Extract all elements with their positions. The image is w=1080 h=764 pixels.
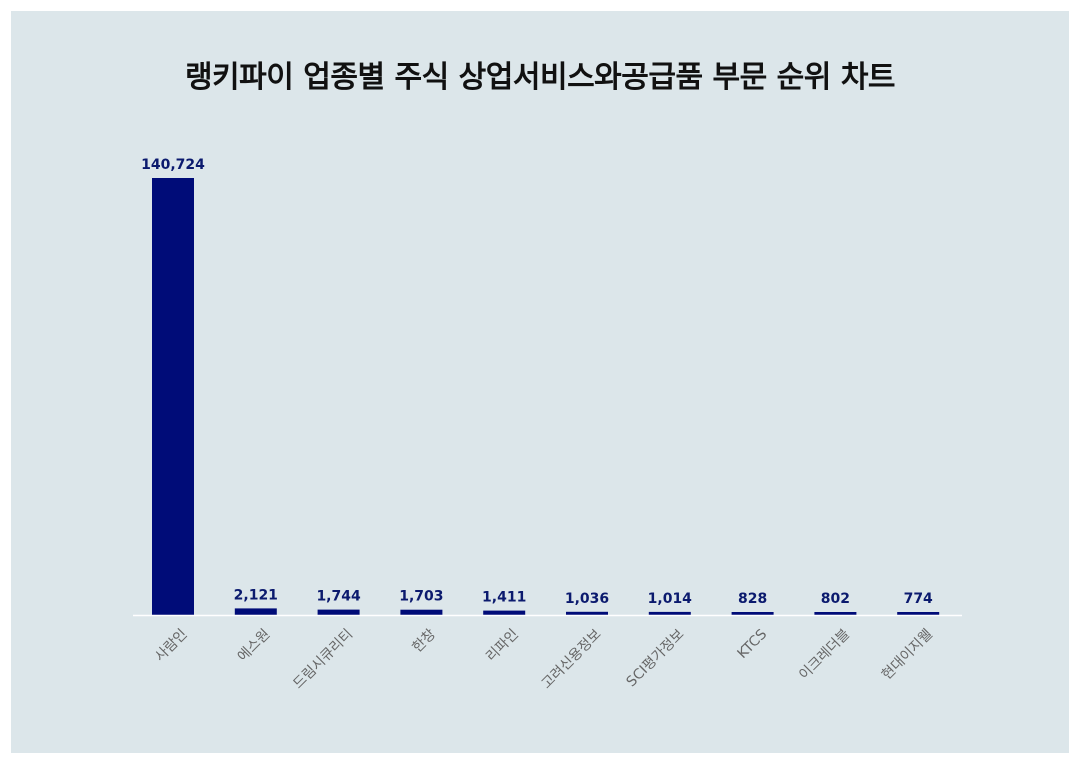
- bars-layer: [152, 178, 940, 615]
- bar-value-label: 2,121: [234, 587, 278, 603]
- x-tick-label: 고려신용정보: [539, 626, 605, 692]
- bar: [648, 611, 691, 615]
- bar-value-label: 802: [821, 591, 850, 607]
- bar: [814, 612, 857, 615]
- x-tick-label: 에스원: [235, 626, 274, 665]
- bar-value-label: 1,744: [316, 589, 361, 605]
- x-tick-label: 드림시큐리티: [290, 626, 356, 692]
- tick-labels-layer: 사람인 에스원 드림시큐리티 한창 리파인 고려신용정보 SCI평가정보 KTCS 이크레더블 현…: [152, 626, 936, 692]
- bar: [731, 612, 774, 615]
- bar: [152, 178, 194, 615]
- bar: [483, 610, 526, 615]
- x-tick-label: 사람인: [152, 626, 191, 665]
- bar-value-label: 1,036: [565, 591, 609, 607]
- bar-value-label: 1,014: [648, 591, 693, 607]
- x-tick-label: 현대이지웰: [879, 626, 936, 683]
- bar: [897, 612, 940, 615]
- bar-value-label: 1,703: [399, 589, 443, 605]
- bar: [400, 609, 443, 615]
- bar-value-label: 1,411: [482, 590, 526, 606]
- bar-value-label: 774: [904, 591, 933, 607]
- value-labels-layer: 140,724 2,121 1,744 1,703 1,411 1,036 1,014 828…: [141, 157, 933, 607]
- bar: [317, 609, 360, 615]
- bar: [234, 608, 277, 615]
- bar-value-label: 140,724: [141, 157, 205, 173]
- x-tick-label: 한창: [409, 626, 439, 656]
- x-tick-label: 리파인: [483, 626, 522, 665]
- x-tick-label: SCI평가정보: [624, 626, 688, 690]
- bar: [566, 611, 608, 615]
- chart-title: 랭키파이 업종별 주식 상업서비스와공급품 부문 순위 차트: [184, 60, 896, 95]
- bar-value-label: 828: [738, 591, 767, 607]
- x-tick-label: 이크레더블: [796, 626, 853, 683]
- x-tick-label: KTCS: [735, 626, 771, 662]
